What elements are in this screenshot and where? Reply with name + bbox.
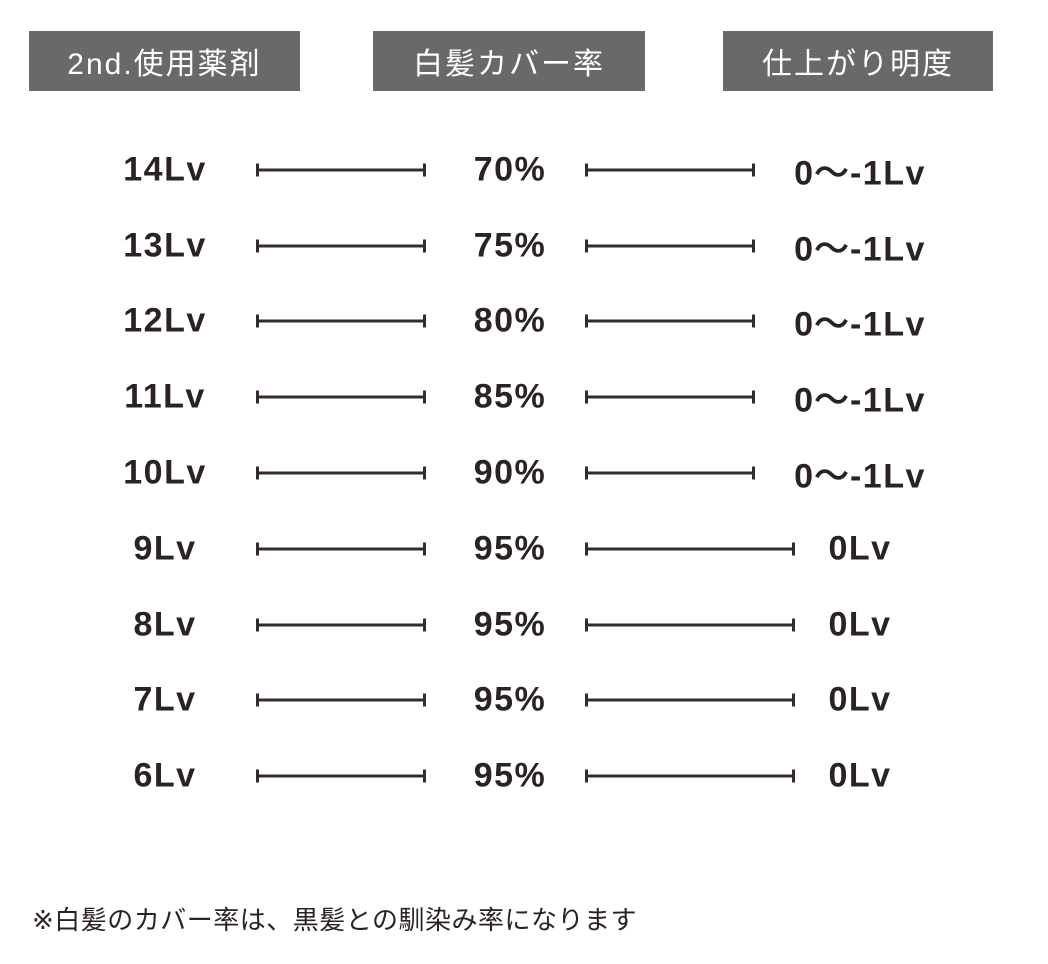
- table-body: 14Lv 70% 0〜-1Lv 13Lv 75% 0〜-1Lv 12Lv 80%…: [0, 132, 1048, 814]
- brightness-value: 0〜-1Lv: [794, 381, 926, 420]
- brightness-value: 0〜-1Lv: [794, 457, 926, 496]
- coverage-value: 70%: [473, 150, 547, 189]
- level-label: 6Lv: [133, 756, 197, 795]
- coverage-value: 85%: [473, 377, 547, 416]
- brightness-value: 0〜-1Lv: [794, 230, 926, 269]
- connector-line-right: [585, 239, 755, 253]
- connector-line-right: [585, 163, 755, 177]
- connector-line-right: [585, 693, 795, 707]
- table-row: 6Lv 95% 0Lv: [0, 738, 1048, 814]
- level-label: 11Lv: [124, 377, 206, 416]
- coverage-value: 95%: [473, 756, 547, 795]
- connector-line-right: [585, 769, 795, 783]
- column-header-agent-label: 2nd.使用薬剤: [67, 48, 262, 81]
- connector-line-left: [256, 693, 426, 707]
- column-header-brightness-label: 仕上がり明度: [762, 48, 954, 81]
- level-label: 12Lv: [123, 301, 207, 340]
- footnote: ※白髪のカバー率は、黒髪との馴染み率になります: [32, 905, 638, 935]
- table-row: 12Lv 80% 0〜-1Lv: [0, 284, 1048, 360]
- table-row: 9Lv 95% 0Lv: [0, 511, 1048, 587]
- brightness-value: 0〜-1Lv: [794, 154, 926, 193]
- level-label: 9Lv: [133, 529, 197, 568]
- coverage-value: 95%: [473, 529, 547, 568]
- column-header-coverage: 白髪カバー率: [373, 31, 645, 91]
- table-row: 8Lv 95% 0Lv: [0, 587, 1048, 663]
- connector-line-left: [256, 390, 426, 404]
- table-row: 14Lv 70% 0〜-1Lv: [0, 132, 1048, 208]
- connector-line-left: [256, 769, 426, 783]
- coverage-value: 95%: [473, 605, 547, 644]
- connector-line-left: [256, 542, 426, 556]
- connector-line-left: [256, 239, 426, 253]
- connector-line-left: [256, 466, 426, 480]
- level-label: 13Lv: [123, 226, 207, 265]
- connector-line-left: [256, 314, 426, 328]
- coverage-value: 80%: [473, 301, 547, 340]
- coverage-value: 95%: [473, 680, 547, 719]
- connector-line-right: [585, 618, 795, 632]
- level-label: 10Lv: [123, 453, 207, 492]
- level-label: 8Lv: [133, 605, 197, 644]
- column-header-coverage-label: 白髪カバー率: [413, 48, 605, 81]
- table-row: 11Lv 85% 0〜-1Lv: [0, 359, 1048, 435]
- brightness-value: 0〜-1Lv: [794, 305, 926, 344]
- connector-line-left: [256, 618, 426, 632]
- connector-line-right: [585, 314, 755, 328]
- table-row: 10Lv 90% 0〜-1Lv: [0, 435, 1048, 511]
- coverage-value: 90%: [473, 453, 547, 492]
- brightness-value: 0Lv: [828, 756, 892, 795]
- connector-line-right: [585, 390, 755, 404]
- column-header-brightness: 仕上がり明度: [723, 31, 993, 91]
- level-label: 14Lv: [123, 150, 207, 189]
- connector-line-left: [256, 163, 426, 177]
- table-row: 7Lv 95% 0Lv: [0, 663, 1048, 739]
- brightness-value: 0Lv: [828, 605, 892, 644]
- brightness-value: 0Lv: [828, 680, 892, 719]
- brightness-value: 0Lv: [828, 529, 892, 568]
- connector-line-right: [585, 466, 755, 480]
- level-label: 7Lv: [133, 680, 197, 719]
- table-row: 13Lv 75% 0〜-1Lv: [0, 208, 1048, 284]
- connector-line-right: [585, 542, 795, 556]
- column-header-agent: 2nd.使用薬剤: [29, 31, 300, 91]
- coverage-value: 75%: [473, 226, 547, 265]
